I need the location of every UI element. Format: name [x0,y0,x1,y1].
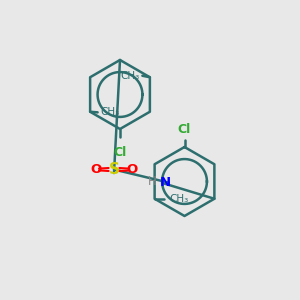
Text: N: N [160,176,171,188]
Text: H: H [148,175,157,188]
Text: O: O [90,163,102,176]
Text: CH₃: CH₃ [169,194,189,204]
Text: S: S [109,162,119,177]
Text: Cl: Cl [113,146,127,158]
Text: O: O [126,163,138,176]
Text: CH₃: CH₃ [100,107,119,117]
Text: CH₃: CH₃ [121,71,140,81]
Text: Cl: Cl [178,123,191,136]
